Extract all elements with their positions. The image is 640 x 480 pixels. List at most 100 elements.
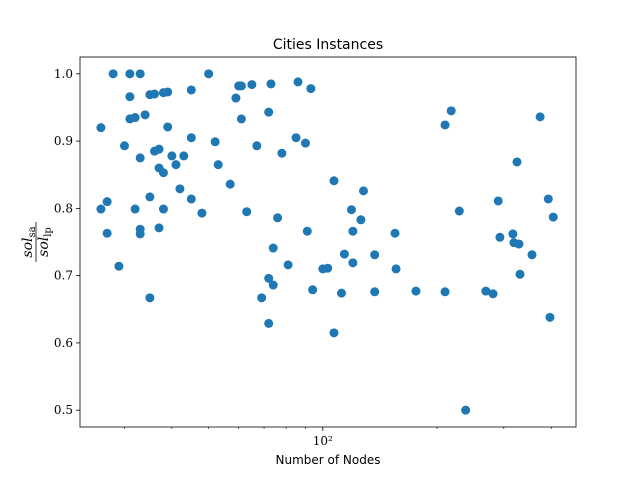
point bbox=[225, 179, 235, 189]
x-tick-label: 10² bbox=[313, 434, 333, 448]
point bbox=[186, 194, 196, 204]
point bbox=[273, 213, 283, 223]
point bbox=[197, 208, 207, 218]
point bbox=[125, 92, 135, 102]
y-tick-label: 0.9 bbox=[54, 134, 73, 148]
point bbox=[291, 133, 301, 143]
point bbox=[488, 289, 498, 299]
point bbox=[145, 293, 155, 303]
point bbox=[171, 160, 181, 170]
point bbox=[236, 114, 246, 124]
point bbox=[266, 79, 276, 89]
point bbox=[514, 239, 524, 249]
point bbox=[440, 120, 450, 130]
point bbox=[356, 215, 366, 225]
point bbox=[268, 243, 278, 253]
x-axis-label: Number of Nodes bbox=[276, 453, 381, 467]
point bbox=[135, 69, 145, 79]
point bbox=[508, 229, 518, 239]
point bbox=[391, 264, 401, 274]
y-tick-label: 0.5 bbox=[54, 403, 73, 417]
point bbox=[336, 288, 346, 298]
point bbox=[135, 153, 145, 163]
point bbox=[339, 249, 349, 259]
chart-title: Cities Instances bbox=[273, 37, 383, 53]
point bbox=[158, 168, 168, 178]
point bbox=[329, 328, 339, 338]
point bbox=[545, 312, 555, 322]
point bbox=[277, 148, 287, 158]
point bbox=[231, 93, 241, 103]
point bbox=[186, 133, 196, 143]
point bbox=[283, 260, 293, 270]
point bbox=[236, 81, 246, 91]
point bbox=[247, 80, 257, 90]
point bbox=[390, 228, 400, 238]
y-tick-label: 0.7 bbox=[54, 269, 73, 283]
point bbox=[495, 232, 505, 242]
point bbox=[308, 285, 318, 295]
y-axis-label: solsa sollp bbox=[20, 222, 54, 262]
point bbox=[454, 206, 464, 216]
point bbox=[411, 286, 421, 296]
y-label-denominator-main: sol bbox=[36, 237, 52, 257]
point bbox=[163, 122, 173, 132]
y-tick-label: 0.6 bbox=[54, 336, 73, 350]
point bbox=[264, 318, 274, 328]
point bbox=[512, 157, 522, 167]
point bbox=[440, 287, 450, 297]
point bbox=[130, 204, 140, 214]
point bbox=[535, 112, 545, 122]
point bbox=[119, 141, 129, 151]
plot-frame bbox=[79, 56, 577, 428]
point bbox=[461, 405, 471, 415]
point bbox=[358, 186, 368, 196]
point bbox=[348, 258, 358, 268]
point bbox=[130, 113, 140, 123]
y-label-denominator: sollp bbox=[36, 227, 54, 257]
point bbox=[515, 269, 525, 279]
point bbox=[543, 194, 553, 204]
y-tick-label: 1.0 bbox=[54, 67, 73, 81]
point bbox=[96, 204, 106, 214]
point bbox=[158, 204, 168, 214]
point bbox=[186, 85, 196, 95]
point bbox=[108, 69, 118, 79]
point bbox=[306, 84, 316, 94]
point bbox=[96, 123, 106, 133]
point bbox=[102, 197, 112, 207]
y-label-denominator-sub: lp bbox=[43, 227, 54, 237]
point bbox=[446, 106, 456, 116]
point bbox=[264, 273, 274, 283]
point bbox=[163, 87, 173, 97]
point bbox=[257, 293, 267, 303]
point bbox=[527, 250, 537, 260]
point bbox=[252, 141, 262, 151]
point bbox=[179, 151, 189, 161]
point bbox=[210, 137, 220, 147]
point bbox=[548, 212, 558, 222]
point bbox=[145, 192, 155, 202]
point bbox=[154, 223, 164, 233]
point bbox=[346, 205, 356, 215]
y-label-numerator-sub: sa bbox=[27, 226, 38, 237]
y-label-numerator-main: sol bbox=[20, 238, 36, 258]
point bbox=[154, 144, 164, 154]
point bbox=[329, 176, 339, 186]
point bbox=[302, 226, 312, 236]
point bbox=[114, 261, 124, 271]
point bbox=[125, 69, 135, 79]
point bbox=[348, 226, 358, 236]
point bbox=[268, 280, 278, 290]
point bbox=[264, 107, 274, 117]
point bbox=[242, 207, 252, 217]
point bbox=[481, 286, 491, 296]
point bbox=[150, 89, 160, 99]
point bbox=[213, 160, 223, 170]
point bbox=[493, 196, 503, 206]
point bbox=[370, 250, 380, 260]
point bbox=[140, 110, 150, 120]
point bbox=[293, 77, 303, 87]
